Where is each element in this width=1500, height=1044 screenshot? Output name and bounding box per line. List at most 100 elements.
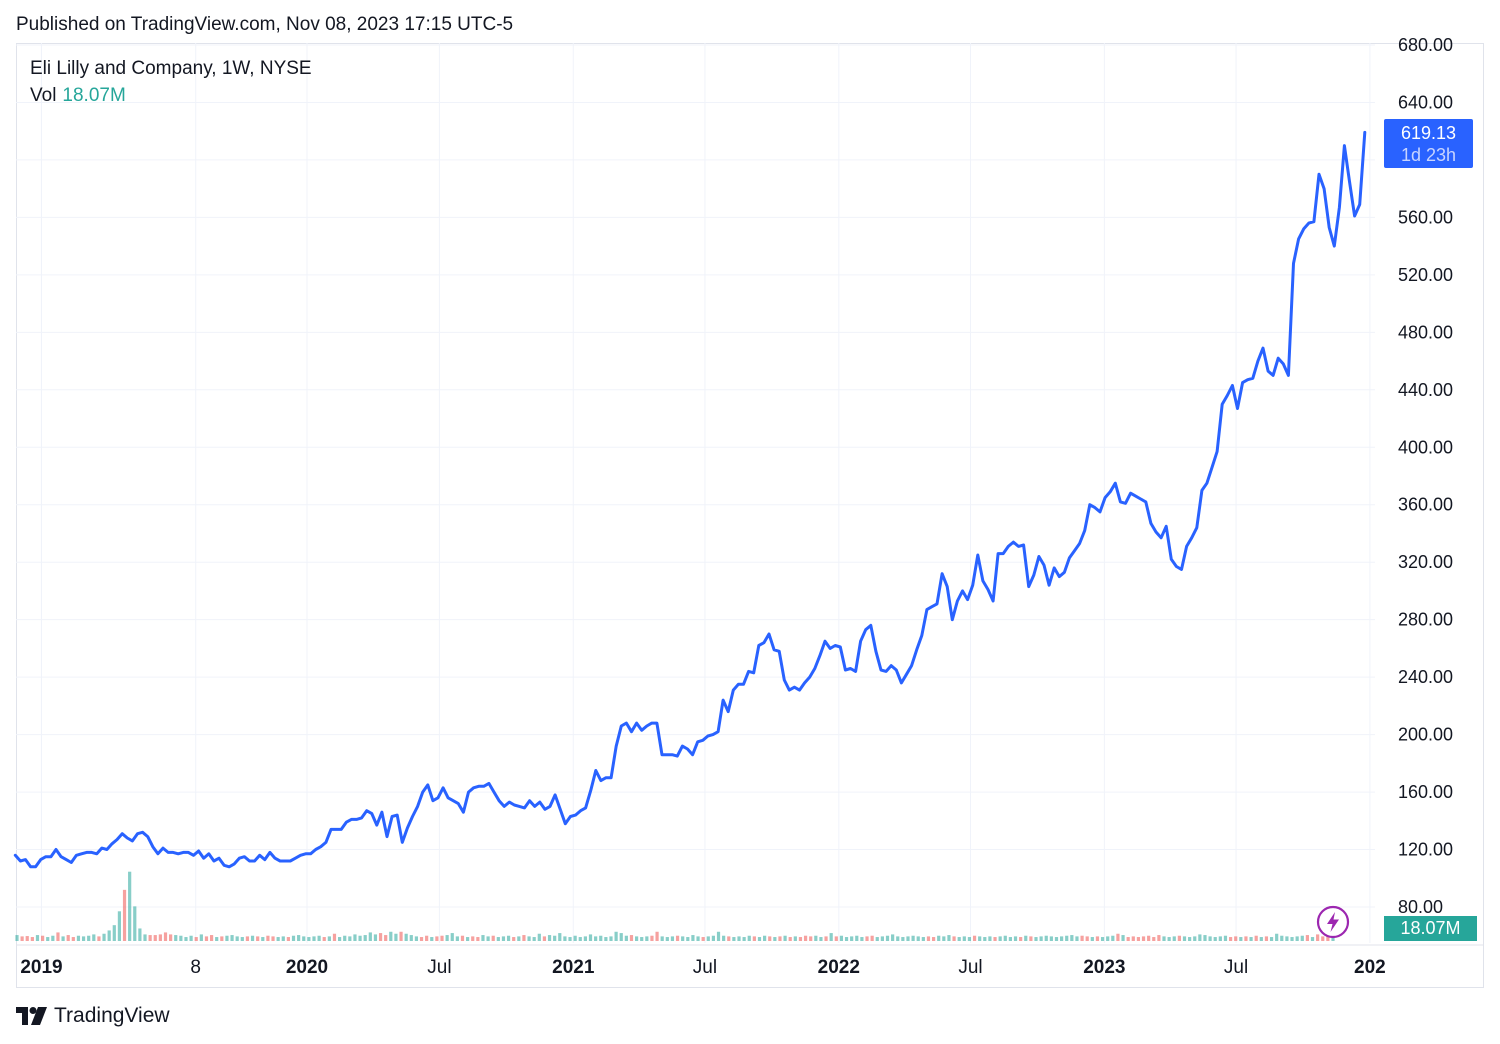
volume-bar — [1290, 937, 1294, 941]
volume-bar — [46, 937, 50, 941]
volume-bar — [153, 935, 157, 941]
volume-bar — [225, 935, 229, 941]
volume-bar — [675, 935, 680, 941]
volume-bar — [1259, 937, 1263, 941]
volume-bar — [594, 936, 598, 941]
volume-bar — [122, 889, 127, 941]
volume-bar — [322, 937, 326, 941]
volume-bar — [1326, 935, 1330, 941]
volume-bar — [962, 936, 966, 941]
volume-bar — [1285, 936, 1289, 941]
volume-bar — [378, 933, 383, 941]
volume-bar — [117, 911, 122, 941]
volume-bar — [599, 935, 603, 941]
lightning-icon[interactable] — [1316, 905, 1350, 939]
volume-bar — [481, 935, 485, 941]
volume-bar — [71, 937, 75, 941]
volume-bar — [722, 935, 726, 941]
volume-bar — [655, 931, 659, 941]
volume-bar — [793, 936, 797, 941]
volume-bar — [911, 935, 915, 941]
volume-bar — [399, 931, 403, 941]
volume-bar — [1070, 935, 1074, 941]
volume-bar — [496, 937, 500, 941]
volume-bar — [896, 936, 900, 941]
volume-bar — [1275, 933, 1279, 941]
volume-bar — [466, 937, 470, 941]
volume-bar — [1157, 935, 1161, 941]
volume-bar — [501, 936, 506, 941]
volume-bar — [1152, 937, 1156, 941]
time-axis: 2019 8 2020 Jul 2021 Jul 2022 Jul 2023 Jul 202 — [16, 944, 1484, 978]
volume-bar — [650, 935, 654, 941]
volume-bar — [1136, 937, 1141, 941]
volume-bar — [25, 936, 29, 941]
volume-bar — [1034, 937, 1038, 941]
volume-bar — [1060, 936, 1064, 941]
volume-bar — [363, 935, 367, 941]
last-price-tag: 619.13 1d 23h — [1384, 119, 1473, 168]
volume-bar — [1090, 937, 1094, 941]
volume-bar — [967, 937, 972, 941]
chart-grid — [16, 43, 1375, 943]
volume-bar — [778, 936, 782, 941]
volume-bar — [1162, 936, 1166, 941]
volume-bar — [332, 933, 337, 941]
volume-bar — [998, 936, 1002, 941]
volume-bar — [1013, 936, 1018, 941]
volume-bar — [450, 933, 454, 941]
volume-bar — [609, 936, 613, 941]
volume-bar — [885, 935, 890, 941]
volume-bar — [1316, 934, 1320, 941]
volume-bar — [952, 936, 956, 941]
volume-bar — [701, 937, 705, 941]
volume-bar — [532, 937, 536, 941]
volume-bar — [15, 935, 19, 941]
volume-bar — [343, 935, 347, 941]
volume-bar — [235, 936, 239, 941]
volume-bar — [875, 937, 879, 941]
volume-bar — [1249, 937, 1253, 941]
volume-bar — [670, 936, 675, 941]
volume-bar — [1321, 936, 1325, 941]
y-tick-label: 320.00 — [1398, 552, 1453, 572]
volume-bar — [1254, 935, 1258, 941]
volume-bar — [486, 936, 490, 941]
volume-bar — [189, 935, 193, 941]
volume-bar — [1300, 935, 1304, 941]
last-price-value: 619.13 — [1400, 123, 1457, 143]
volume-bar — [829, 933, 833, 941]
x-tick-label: 2020 — [286, 957, 328, 978]
volume-bar — [163, 932, 168, 941]
volume-bar — [732, 937, 736, 941]
published-caption: Published on TradingView.com, Nov 08, 20… — [16, 14, 514, 35]
volume-bar — [1295, 936, 1299, 941]
volume-bar — [1024, 935, 1028, 941]
volume-bar — [102, 933, 106, 941]
tradingview-brand[interactable]: TradingView — [16, 1004, 170, 1028]
volume-bar — [931, 937, 936, 941]
tradingview-logo-icon — [16, 1007, 47, 1025]
volume-bar — [271, 936, 275, 941]
volume-bar — [179, 935, 183, 941]
volume-bar — [1208, 936, 1212, 941]
volume-bar — [537, 933, 541, 941]
x-tick-label: 2023 — [1083, 957, 1125, 978]
volume-bar — [327, 936, 331, 941]
volume-bar — [716, 931, 721, 941]
volume-bar — [1239, 937, 1243, 941]
volume-bar — [583, 936, 587, 941]
volume-bar — [865, 936, 869, 941]
volume-value: 18.07M — [62, 85, 126, 106]
volume-bar — [1126, 937, 1130, 941]
y-tick-label: 520.00 — [1398, 265, 1453, 285]
volume-bar — [66, 935, 70, 941]
volume-bar — [988, 936, 992, 941]
volume-bar — [619, 933, 623, 941]
volume-bar — [51, 935, 55, 941]
volume-bar — [1008, 937, 1013, 941]
volume-bar — [133, 906, 137, 941]
volume-bar — [983, 937, 987, 941]
volume-bar — [921, 937, 925, 941]
